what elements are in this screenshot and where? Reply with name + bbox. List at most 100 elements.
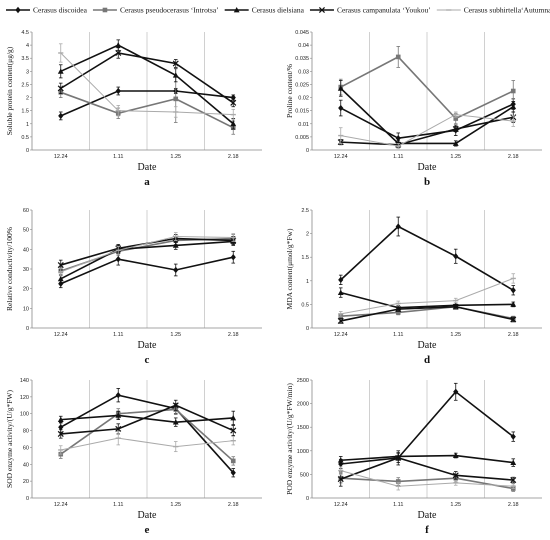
series-line [340,103,514,140]
data-point [395,223,401,230]
y-tick-label: 0 [306,148,309,154]
series-line [340,55,514,120]
y-tick-label: 0.04 [298,43,309,49]
y-tick-label: 120 [20,395,29,401]
legend-marker-diamond [15,6,21,14]
y-tick-label: 0 [306,326,309,332]
panel-e-sod: 0 20 40 60 80 100 120 140 12.24 1.11 1.25 2.18 SOD e… [0,370,270,538]
data-point [395,135,401,142]
data-point-stroke-2 [452,472,459,479]
series-line [60,437,234,451]
y-tick-label: 10 [23,306,29,312]
y-tick-label: 0.015 [295,109,309,115]
data-point [230,458,236,464]
x-tick-label: 1.25 [170,332,181,338]
series-line [60,240,234,280]
data-point-stroke-2 [452,303,459,310]
y-tick-label: 80 [23,429,29,435]
y-axis-title: Soluble protein content(μg/g) [5,46,14,135]
data-point-stroke-2 [337,317,344,324]
y-tick-label: 2 [306,232,309,238]
chart-b-canvas: 0 0.005 0.01 0.015 0.02 0.025 0.03 0.035 0.04 0.0… [285,30,542,188]
legend-item-0: Cerasus discoidea [6,6,88,15]
legend-label: Cerasus pseudocerasus ‘Introtsa’ [120,6,219,15]
series-line [60,52,234,104]
x-axis-title: Date [138,162,157,173]
data-point [510,316,517,323]
data-point [173,96,179,102]
y-tick-label: 140 [20,378,29,384]
data-point-stroke-2 [395,454,402,461]
data-point [115,42,122,48]
x-tick-label: 12.24 [54,154,68,160]
y-tick-label: 50 [23,228,29,234]
panel-letter: c [145,354,150,366]
y-tick-label: 3 [26,69,29,75]
data-point-stroke-2 [57,85,64,92]
data-point [57,262,64,269]
data-point-stroke-2 [172,60,179,67]
data-point [452,472,459,479]
y-tick-label: 40 [23,247,29,253]
series-line [60,236,234,273]
x-tick-label: 1.25 [170,154,181,160]
y-tick-label: 0.025 [295,82,309,88]
series-3 [337,303,517,324]
series-0 [338,216,516,296]
y-tick-label: 20 [23,479,29,485]
x-tick-label: 1.25 [450,332,461,338]
data-point [510,301,517,307]
data-point [172,72,179,78]
x-axis-title: Date [138,510,157,521]
data-point [115,391,121,399]
y-axis-title: MDA content(μmol/g*Fw) [285,228,294,309]
data-point [58,280,64,287]
y-tick-label: 0.5 [21,135,29,141]
x-tick-label: 1.25 [450,154,461,160]
legend-marker-square [102,7,108,13]
series-line [340,116,514,146]
series-line [60,52,234,116]
data-point [453,253,459,260]
data-point [510,88,516,94]
data-point [115,412,122,418]
data-point [58,112,64,120]
data-point [230,469,236,476]
data-point-stroke-2 [452,125,459,133]
data-point [337,85,344,91]
x-tick-label: 12.24 [54,502,68,508]
series-line [60,394,234,474]
series-4 [58,232,236,277]
x-tick-label: 2.18 [228,502,239,508]
y-tick-label: 100 [20,412,29,418]
y-axis-title: Relative conductivity/100% [5,227,14,311]
chart-f-canvas: 0 500 1000 1500 2000 2500 12.24 1.11 1.25 2.18 POD… [285,378,542,536]
x-tick-label: 2.18 [228,154,239,160]
data-point [395,310,401,315]
series-line [60,404,234,435]
legend-item-2: Cerasus dielsiana [224,6,305,15]
chart-legend: Cerasus discoidea Cerasus pseudocerasus ‘… [0,0,550,20]
data-point [395,479,401,484]
series-line [340,305,514,322]
panel-a-soluble-protein: 0 0.5 1 1.5 2 2.5 3 3.5 4 4.5 12.24 1.11 1.25 2.18 Sol… [0,22,270,190]
panel-letter: e [145,524,150,536]
y-tick-label: 0.035 [295,56,309,62]
chart-e-canvas: 0 20 40 60 80 100 120 140 12.24 1.11 1.25 2.18 SOD e… [5,378,262,536]
x-axis-title: Date [418,510,437,521]
series-2 [337,452,517,467]
x-tick-label: 12.24 [334,502,348,508]
x-tick-label: 1.11 [113,332,123,338]
data-point-stroke-2 [510,316,517,323]
x-tick-label: 1.11 [393,154,403,160]
series-line [340,114,514,147]
data-point [338,276,344,284]
y-tick-label: 2000 [297,402,309,408]
data-point-stroke-2 [395,306,402,313]
chart-d-canvas: 0 0.5 1 1.5 2 2.5 12.24 1.11 1.25 2.18 MDA content… [285,208,542,366]
x-tick-label: 12.24 [334,154,348,160]
data-point [230,427,237,434]
series-line [60,408,234,462]
data-point [337,317,344,324]
y-axis-title: Proline content/% [285,64,294,118]
